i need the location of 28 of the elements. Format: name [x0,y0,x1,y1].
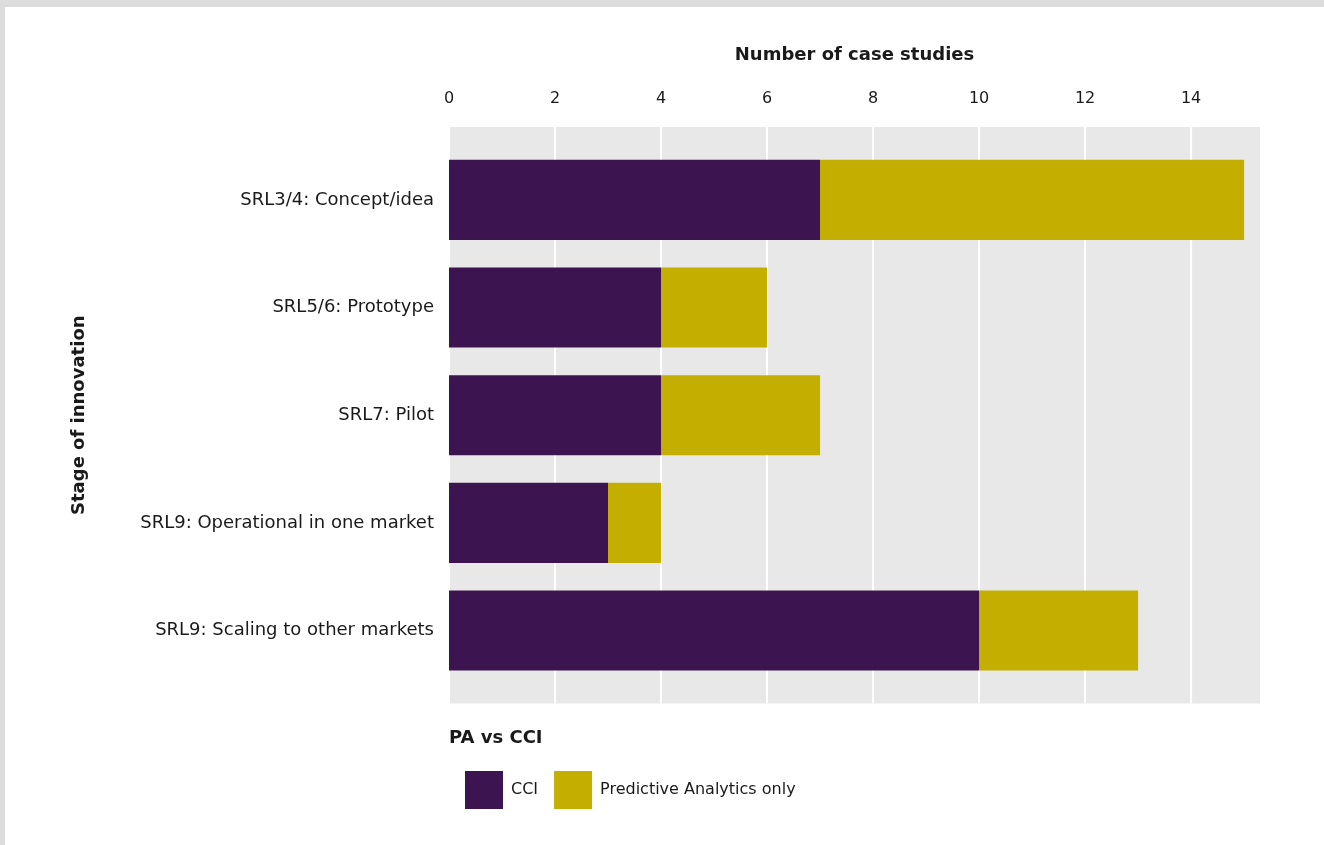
x-tick-label: 14 [1180,87,1202,107]
x-tick-label: 10 [968,87,990,107]
y-axis-title: Stage of innovation [67,315,89,515]
y-tick-label: SRL3/4: Concept/idea [240,187,434,209]
bar [608,482,662,563]
bar [449,267,662,348]
x-tick-label: 2 [549,87,561,107]
bar [449,590,980,671]
y-tick-label: SRL9: Scaling to other markets [155,618,434,640]
x-tick-label: 0 [443,87,455,107]
x-tick-label: 4 [655,87,667,107]
x-axis-title: Number of case studies [734,43,975,65]
y-tick-label: SRL9: Operational in one market [140,510,434,532]
legend-label: Predictive Analytics only [600,779,796,799]
bar [661,267,768,348]
legend-label: CCI [511,779,539,799]
x-tick-label: 8 [867,87,879,107]
bar [661,375,821,456]
y-tick-label: SRL5/6: Prototype [272,295,434,317]
bar [820,159,1245,240]
bar [449,159,821,240]
bar [449,482,609,563]
x-tick-label: 6 [761,87,773,107]
bar [449,375,662,456]
y-tick-label: SRL7: Pilot [338,402,434,424]
bar [979,590,1139,671]
legend-title: PA vs CCI [449,726,543,748]
x-tick-label: 12 [1074,87,1096,107]
